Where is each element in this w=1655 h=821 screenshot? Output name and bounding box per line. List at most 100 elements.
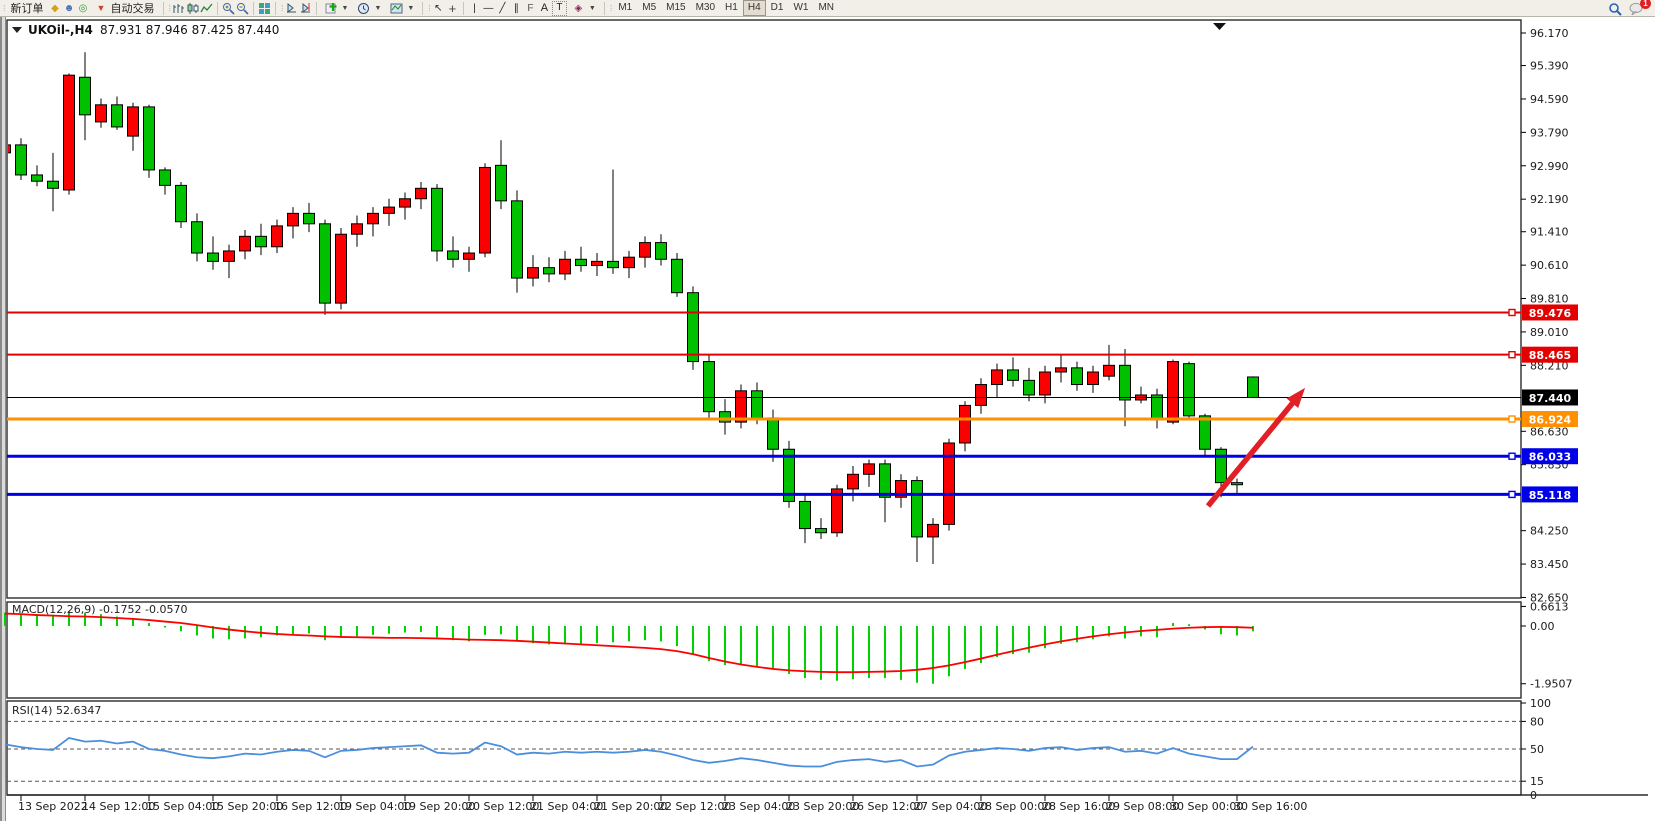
main-chart-panel: [6, 19, 1522, 599]
chart-wizard-icon[interactable]: ◆: [51, 2, 59, 14]
timeframe-m15-button[interactable]: M15: [666, 2, 686, 13]
candle-body: [127, 106, 139, 137]
notifications-button[interactable]: 1: [1627, 0, 1651, 16]
candle-body: [703, 361, 715, 413]
time-tick-label: 14 Sep 12:00: [82, 800, 155, 813]
time-tick-label: 26 Sep 12:00: [850, 800, 923, 813]
candle-body: [639, 242, 651, 258]
scroll-marker-icon[interactable]: [1213, 23, 1226, 30]
timeframe-mn-button[interactable]: MN: [818, 2, 834, 13]
time-tick-label: 21 Sep 04:00: [530, 800, 603, 813]
rsi-axis-label: 50: [1530, 743, 1544, 756]
candle-body: [303, 212, 315, 225]
level-anchor-marker[interactable]: [1508, 452, 1516, 460]
rsi-axis-label: 100: [1530, 697, 1551, 710]
price-tick-label: 92.990: [1530, 160, 1569, 173]
price-badge: [1522, 411, 1578, 428]
left-splitter[interactable]: [0, 17, 6, 821]
macd-legend: MACD(12,26,9) -0.1752 -0.0570: [12, 603, 187, 616]
price-badge-label: 87.440: [1529, 392, 1572, 405]
candle-body: [847, 473, 859, 490]
candle-body: [79, 76, 91, 116]
candle-body: [591, 260, 603, 267]
level-anchor-marker[interactable]: [1508, 350, 1516, 359]
price-tick-label: 93.790: [1530, 126, 1569, 139]
horizontal-line-tool-icon[interactable]: —: [483, 2, 494, 14]
candle-body: [687, 292, 699, 363]
candle-body: [1103, 364, 1115, 377]
price-badge-label: 86.924: [1529, 414, 1572, 427]
price-tick-label: 86.630: [1530, 425, 1569, 438]
candle-body: [95, 104, 107, 123]
candle-body: [1151, 394, 1163, 421]
trendline-tool-icon[interactable]: ╱: [499, 2, 506, 14]
candle-body: [943, 442, 955, 525]
candle-body: [959, 404, 971, 444]
price-tick-label: 94.590: [1530, 93, 1569, 106]
candle-body: [655, 242, 667, 260]
chart-shift-icon[interactable]: [299, 2, 312, 15]
time-tick-label: 19 Sep 20:00: [402, 800, 475, 813]
timeframe-h4-button[interactable]: H4: [742, 0, 766, 16]
candle-body: [815, 528, 827, 534]
trend-arrow-head[interactable]: [1286, 387, 1306, 409]
indicators-button[interactable]: ▼: [321, 0, 353, 17]
market-profile-icon[interactable]: ☻: [63, 2, 75, 14]
candle-body: [383, 206, 395, 214]
price-badge: [1522, 346, 1578, 363]
timeframe-h1-button[interactable]: H1: [725, 2, 738, 13]
timeframe-w1-button[interactable]: W1: [793, 2, 809, 13]
price-tick-label: 84.250: [1530, 525, 1569, 538]
candle-body: [239, 235, 251, 252]
candle-body: [863, 463, 875, 475]
time-tick-label: 15 Sep 20:00: [210, 800, 283, 813]
chart-title: UKOil-,H4: [28, 23, 93, 37]
level-anchor-marker[interactable]: [1508, 308, 1516, 317]
timeframe-m30-button[interactable]: M30: [695, 2, 716, 13]
text-tool-icon[interactable]: A: [540, 1, 549, 14]
symbol-dropdown-icon[interactable]: [12, 27, 22, 33]
templates-button[interactable]: ▼: [386, 0, 418, 17]
text-label-tool-icon[interactable]: T: [551, 0, 567, 16]
price-badge-label: 88.465: [1529, 349, 1571, 362]
candle-body: [287, 212, 299, 227]
candle-body: [63, 74, 75, 191]
candle-body: [399, 198, 411, 208]
price-tick-label: 90.610: [1530, 259, 1569, 272]
timeframe-d1-button[interactable]: D1: [770, 2, 784, 13]
zoom-in-icon[interactable]: [222, 2, 235, 15]
fibonacci-tool-icon[interactable]: F: [527, 2, 534, 14]
search-icon[interactable]: [1608, 2, 1622, 16]
timeframe-m5-button[interactable]: M5: [642, 2, 657, 13]
time-tick-label: 15 Sep 04:00: [146, 800, 219, 813]
zoom-out-icon[interactable]: [236, 2, 249, 15]
candle-body: [831, 488, 843, 534]
vertical-line-tool-icon[interactable]: |: [473, 2, 476, 14]
time-tick-label: 30 Sep 00:00: [1170, 800, 1243, 813]
cursor-icon[interactable]: ↖: [434, 2, 443, 14]
bar-chart-icon[interactable]: [172, 2, 185, 15]
candle-body: [623, 256, 635, 269]
level-anchor-marker[interactable]: [1508, 415, 1516, 423]
auto-trading-button[interactable]: ▼ 自动交易: [91, 0, 159, 17]
candle-body: [735, 390, 747, 423]
arrows-tool-button[interactable]: ◈ ▼: [568, 0, 600, 17]
channel-tool-icon[interactable]: ∥: [513, 2, 519, 14]
price-badge-label: 85.118: [1529, 489, 1571, 502]
crosshair-icon[interactable]: +: [448, 0, 457, 16]
line-chart-icon[interactable]: [200, 2, 213, 15]
periods-button[interactable]: ▼: [353, 0, 385, 17]
new-order-button[interactable]: 新订单: [7, 0, 48, 17]
timeframe-m1-button[interactable]: M1: [618, 2, 633, 13]
candle-body: [175, 184, 187, 223]
news-feed-icon[interactable]: ◎: [78, 2, 88, 14]
toolbar-grip: ⁞: [3, 3, 5, 13]
level-anchor-marker[interactable]: [1508, 490, 1516, 499]
candlestick-chart-icon[interactable]: [186, 2, 199, 15]
tile-windows-icon[interactable]: [258, 2, 271, 15]
auto-trading-icon: ▼: [96, 2, 106, 13]
trend-arrow-line[interactable]: [1205, 399, 1296, 508]
auto-scroll-icon[interactable]: [285, 2, 298, 15]
